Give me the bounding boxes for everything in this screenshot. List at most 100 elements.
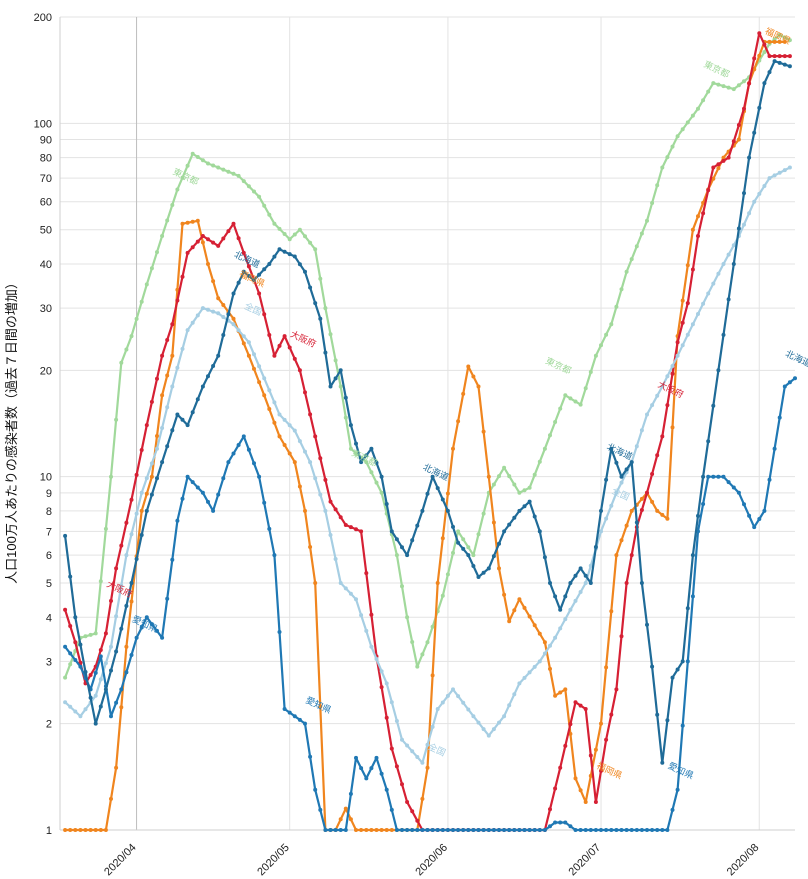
data-point (68, 704, 73, 709)
data-point (354, 527, 358, 532)
data-point (252, 366, 256, 371)
data-point (374, 460, 379, 465)
data-point (583, 581, 588, 585)
data-point (348, 525, 353, 530)
data-point (497, 828, 501, 832)
data-point (624, 467, 629, 472)
data-point (190, 219, 195, 224)
data-point (675, 134, 680, 139)
data-point (563, 743, 568, 748)
data-point (782, 168, 787, 173)
data-point (548, 433, 552, 438)
data-point (675, 667, 680, 672)
data-point (777, 54, 782, 59)
data-point (231, 171, 236, 176)
data-point (782, 35, 787, 40)
data-point (170, 384, 175, 389)
data-point (267, 212, 272, 217)
data-point (609, 503, 614, 508)
data-point (481, 727, 486, 732)
data-point (655, 508, 660, 513)
data-point (165, 596, 170, 601)
data-point (731, 243, 736, 248)
data-point (211, 508, 216, 513)
data-point (400, 584, 404, 589)
data-point (558, 765, 563, 770)
data-point (369, 644, 374, 649)
data-point (165, 338, 170, 342)
series-annotation: 東京都 (544, 355, 573, 376)
data-point (777, 170, 782, 175)
data-point (573, 573, 578, 578)
data-point (63, 675, 68, 680)
data-point (241, 179, 246, 184)
data-point (338, 384, 343, 389)
data-point (665, 155, 670, 160)
data-point (246, 353, 251, 358)
data-point (767, 39, 772, 44)
data-point (405, 743, 410, 748)
data-point (563, 617, 568, 622)
data-point (272, 254, 277, 259)
data-point (103, 661, 108, 666)
data-point (502, 714, 507, 719)
data-point (379, 490, 384, 495)
y-tick-label: 30 (40, 303, 52, 315)
data-point (767, 176, 772, 181)
data-point (512, 515, 517, 520)
data-point (379, 669, 384, 674)
data-point (619, 634, 624, 639)
data-point (716, 166, 721, 171)
data-point (614, 687, 619, 692)
series-1 (63, 32, 792, 680)
data-point (165, 218, 170, 223)
data-point (88, 695, 93, 700)
data-point (742, 79, 746, 84)
data-point (767, 70, 772, 75)
data-point (502, 529, 507, 534)
data-point (282, 417, 287, 422)
data-point (98, 704, 103, 709)
data-point (287, 451, 292, 456)
data-point (369, 446, 374, 451)
data-point (348, 446, 353, 451)
data-point (303, 390, 307, 395)
data-point (629, 828, 634, 832)
data-point (257, 291, 262, 296)
data-point (451, 524, 455, 529)
data-point (445, 693, 450, 698)
data-point (757, 53, 762, 58)
data-point (160, 426, 165, 430)
data-point (149, 622, 154, 627)
data-point (328, 384, 333, 389)
data-point (354, 597, 358, 602)
data-point (200, 158, 205, 163)
data-point (149, 461, 154, 466)
data-point (563, 687, 568, 692)
data-point (578, 590, 583, 594)
data-point (471, 374, 476, 379)
data-point (328, 828, 333, 832)
data-point (752, 525, 757, 530)
data-point (333, 376, 338, 381)
data-point (675, 353, 680, 358)
data-point (63, 700, 68, 705)
data-point (670, 675, 675, 680)
data-point (522, 488, 527, 493)
data-point (532, 623, 537, 628)
data-point (241, 250, 246, 255)
data-point (267, 333, 272, 337)
data-point (78, 714, 83, 719)
series-annotation: 北海道 (422, 461, 451, 482)
data-point (573, 776, 578, 781)
data-point (180, 274, 185, 279)
data-point (98, 579, 103, 584)
data-point (696, 106, 700, 111)
y-tick-label: 4 (46, 612, 52, 624)
data-point (624, 269, 629, 274)
data-point (257, 272, 262, 277)
data-point (333, 828, 338, 832)
data-point (716, 368, 721, 373)
data-point (486, 733, 491, 738)
y-tick-label: 5 (46, 578, 52, 590)
